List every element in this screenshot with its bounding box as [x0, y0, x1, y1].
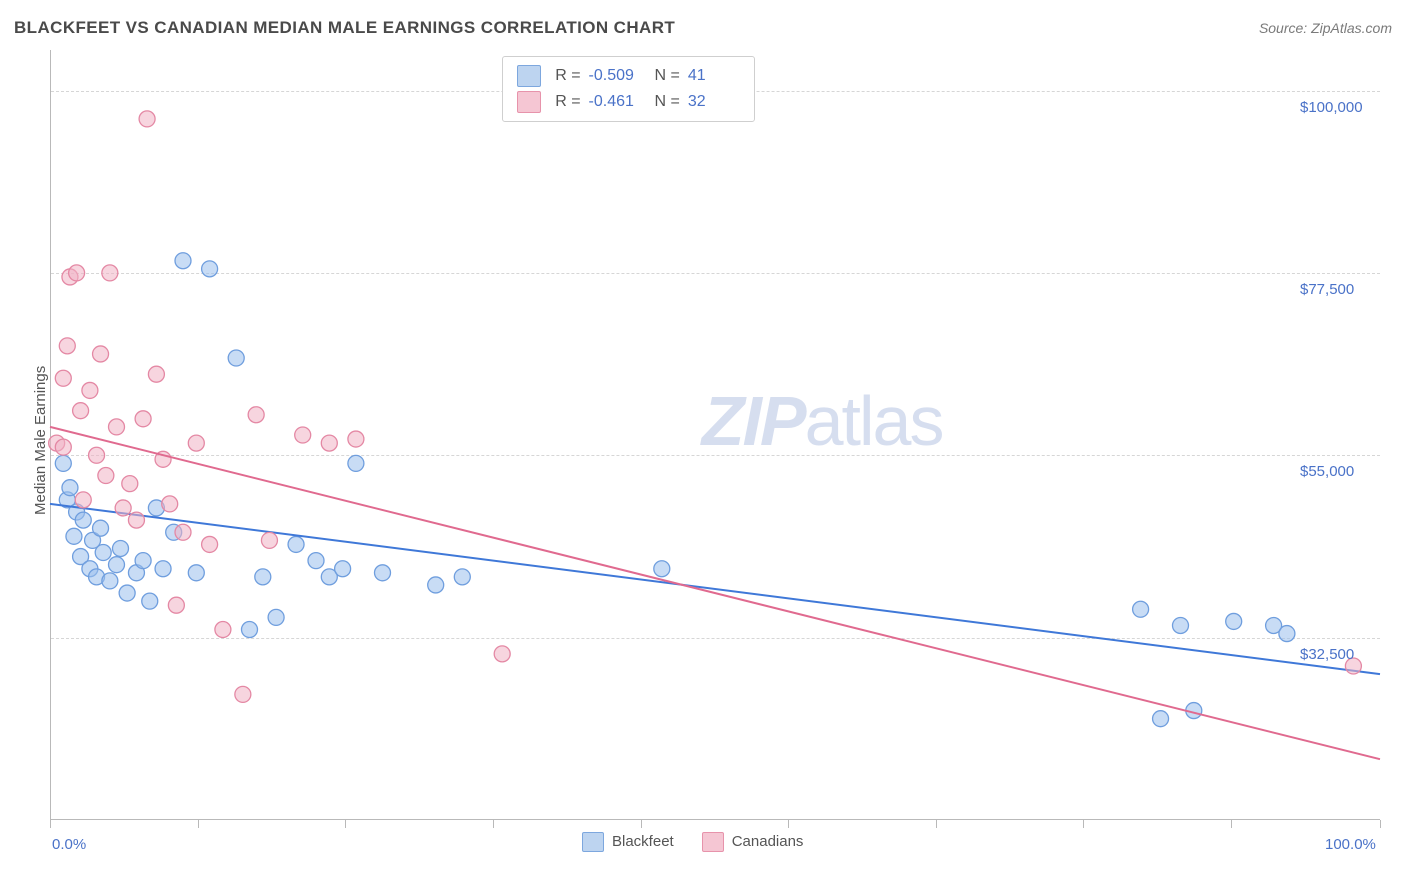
- data-point: [119, 585, 135, 601]
- data-point: [255, 569, 271, 585]
- data-point: [109, 419, 125, 435]
- data-point: [95, 545, 111, 561]
- data-point: [93, 346, 109, 362]
- chart-svg: [50, 50, 1380, 820]
- trend-line: [50, 427, 1380, 759]
- y-tick-label: $32,500: [1300, 646, 1354, 663]
- data-point: [102, 573, 118, 589]
- x-tick-mark: [1083, 820, 1084, 828]
- data-point: [1173, 617, 1189, 633]
- data-point: [248, 407, 264, 423]
- series-legend: Blackfeet Canadians: [582, 832, 803, 852]
- data-point: [308, 553, 324, 569]
- x-tick-mark: [345, 820, 346, 828]
- data-point: [175, 253, 191, 269]
- data-point: [89, 447, 105, 463]
- x-tick-mark: [1380, 820, 1381, 828]
- data-point: [148, 366, 164, 382]
- x-tick-mark: [641, 820, 642, 828]
- legend-item: Blackfeet: [582, 832, 674, 852]
- data-point: [268, 609, 284, 625]
- data-point: [168, 597, 184, 613]
- chart-source: Source: ZipAtlas.com: [1259, 20, 1392, 36]
- legend-label: Canadians: [732, 833, 804, 850]
- data-point: [428, 577, 444, 593]
- legend-item: Canadians: [702, 832, 804, 852]
- data-point: [188, 565, 204, 581]
- x-tick-mark: [50, 820, 51, 828]
- data-point: [202, 261, 218, 277]
- data-point: [188, 435, 204, 451]
- data-point: [75, 512, 91, 528]
- y-tick-label: $55,000: [1300, 463, 1354, 480]
- data-point: [348, 455, 364, 471]
- data-point: [235, 686, 251, 702]
- data-point: [375, 565, 391, 581]
- data-point: [73, 403, 89, 419]
- x-tick-mark: [1231, 820, 1232, 828]
- data-point: [122, 476, 138, 492]
- data-point: [321, 435, 337, 451]
- data-point: [59, 338, 75, 354]
- x-axis-min-label: 0.0%: [52, 836, 86, 853]
- data-point: [139, 111, 155, 127]
- data-point: [55, 370, 71, 386]
- data-point: [135, 553, 151, 569]
- data-point: [1279, 626, 1295, 642]
- x-tick-mark: [788, 820, 789, 828]
- data-point: [162, 496, 178, 512]
- data-point: [55, 439, 71, 455]
- data-point: [1153, 711, 1169, 727]
- data-point: [654, 561, 670, 577]
- data-point: [115, 500, 131, 516]
- data-point: [82, 382, 98, 398]
- legend-swatch: [582, 832, 604, 852]
- data-point: [102, 265, 118, 281]
- data-point: [242, 622, 258, 638]
- data-point: [261, 532, 277, 548]
- trend-line: [50, 504, 1380, 674]
- data-point: [228, 350, 244, 366]
- data-point: [93, 520, 109, 536]
- y-axis-label: Median Male Earnings: [32, 366, 49, 515]
- data-point: [175, 524, 191, 540]
- data-point: [66, 528, 82, 544]
- x-tick-mark: [936, 820, 937, 828]
- data-point: [454, 569, 470, 585]
- data-point: [335, 561, 351, 577]
- chart-title: BLACKFEET VS CANADIAN MEDIAN MALE EARNIN…: [14, 18, 675, 38]
- data-point: [75, 492, 91, 508]
- data-point: [288, 536, 304, 552]
- data-point: [1133, 601, 1149, 617]
- data-point: [55, 455, 71, 471]
- data-point: [62, 480, 78, 496]
- chart-header: BLACKFEET VS CANADIAN MEDIAN MALE EARNIN…: [14, 18, 1392, 38]
- data-point: [69, 265, 85, 281]
- data-point: [202, 536, 218, 552]
- legend-label: Blackfeet: [612, 833, 674, 850]
- data-point: [142, 593, 158, 609]
- x-tick-mark: [493, 820, 494, 828]
- legend-swatch: [702, 832, 724, 852]
- data-point: [112, 540, 128, 556]
- data-point: [215, 622, 231, 638]
- x-axis-max-label: 100.0%: [1325, 836, 1376, 853]
- data-point: [98, 468, 114, 484]
- x-tick-mark: [198, 820, 199, 828]
- data-point: [128, 512, 144, 528]
- data-point: [295, 427, 311, 443]
- data-point: [494, 646, 510, 662]
- y-tick-label: $77,500: [1300, 281, 1354, 298]
- data-point: [155, 561, 171, 577]
- data-point: [109, 557, 125, 573]
- y-tick-label: $100,000: [1300, 99, 1363, 116]
- data-point: [348, 431, 364, 447]
- data-point: [1226, 613, 1242, 629]
- data-point: [135, 411, 151, 427]
